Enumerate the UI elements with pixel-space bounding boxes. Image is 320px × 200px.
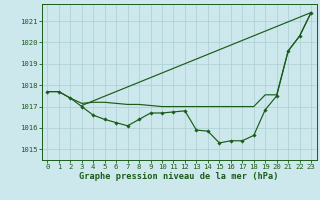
X-axis label: Graphe pression niveau de la mer (hPa): Graphe pression niveau de la mer (hPa) (79, 172, 279, 181)
